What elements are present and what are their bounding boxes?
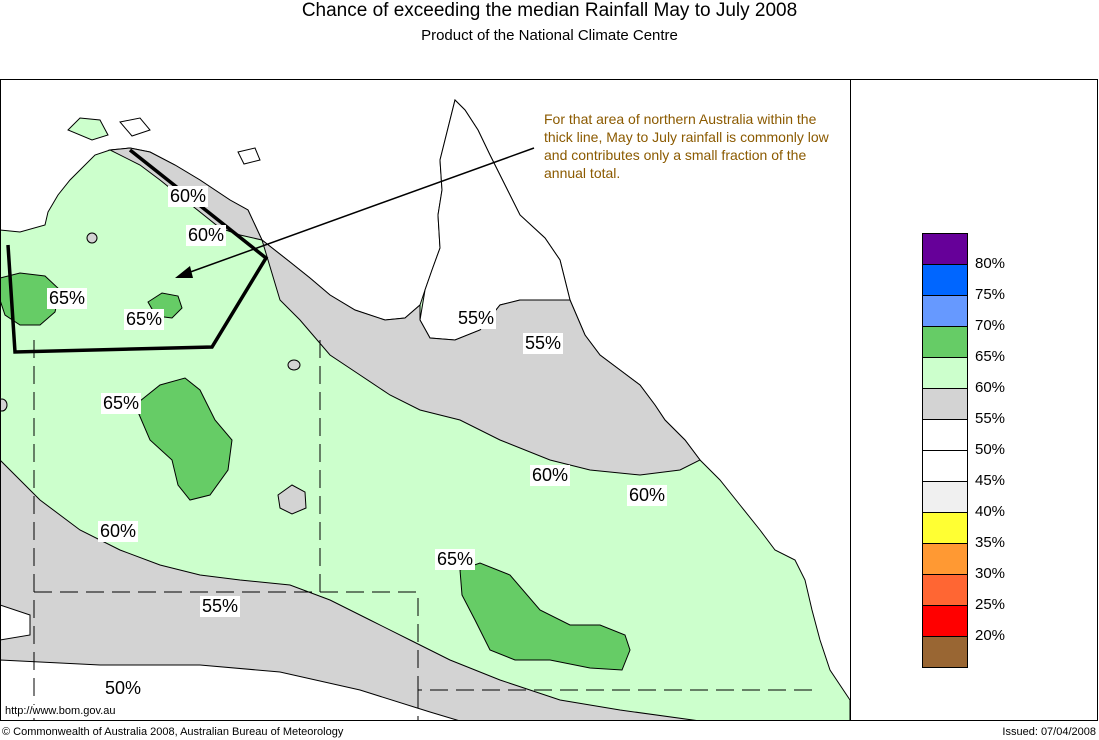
contour-label: 60%	[168, 186, 209, 207]
copyright-text: © Commonwealth of Australia 2008, Austra…	[2, 726, 344, 738]
legend-label: 70%	[975, 317, 1006, 334]
legend-label: 45%	[975, 472, 1006, 489]
source-url[interactable]: http://www.bom.gov.au	[5, 705, 116, 718]
contour-label: 60%	[186, 225, 227, 246]
legend-label: 65%	[975, 348, 1006, 365]
contour-label: 55%	[200, 596, 241, 617]
issued-date: Issued: 07/04/2008	[1002, 726, 1096, 738]
grey-zone-south	[0, 459, 701, 721]
state-borders	[33, 340, 820, 721]
annotation-note: For that area of northern Australia with…	[544, 111, 829, 181]
legend-swatch	[923, 234, 967, 265]
legend-swatch	[923, 451, 967, 482]
legend-label: 75%	[975, 286, 1006, 303]
legend-swatch	[923, 513, 967, 544]
map-title: Chance of exceeding the median Rainfall …	[301, 0, 798, 21]
legend-swatch	[923, 637, 967, 667]
contour-label: 65%	[101, 393, 142, 414]
legend-swatch	[923, 327, 967, 358]
map-subtitle: Product of the National Climate Centre	[421, 27, 678, 44]
legend-divider	[850, 79, 851, 721]
color-legend	[922, 233, 968, 668]
legend-swatch	[923, 358, 967, 389]
contour-label: 65%	[47, 288, 88, 309]
thick-boundary-line	[6, 148, 269, 354]
legend-label: 40%	[975, 503, 1006, 520]
legend-label: 30%	[975, 565, 1006, 582]
legend-swatch	[923, 389, 967, 420]
contour-label: 55%	[456, 308, 497, 329]
legend-label: 60%	[975, 379, 1006, 396]
legend-swatch	[923, 606, 967, 637]
contour-label: 65%	[435, 549, 476, 570]
legend-swatch	[923, 575, 967, 606]
legend-label: 35%	[975, 534, 1006, 551]
arrow-head	[175, 266, 193, 278]
legend-label: 25%	[975, 596, 1006, 613]
contour-label: 60%	[530, 465, 571, 486]
contour-label: 60%	[98, 521, 139, 542]
legend-swatch	[923, 420, 967, 451]
contour-label: 60%	[627, 485, 668, 506]
contour-label: 55%	[523, 333, 564, 354]
annotation-arrow	[181, 147, 535, 276]
legend-label: 55%	[975, 410, 1006, 427]
rainfall-map: 60% 60% 65% 65% 55% 55% 65% 60% 60% 60% …	[0, 79, 850, 721]
legend-swatch	[923, 544, 967, 575]
legend-label: 80%	[975, 255, 1006, 272]
patch-65-central	[134, 377, 233, 501]
grey-zone-coast	[261, 238, 701, 476]
legend-label: 20%	[975, 627, 1006, 644]
contour-label: 50%	[103, 678, 144, 699]
patch-65-west	[0, 272, 61, 326]
contour-label: 65%	[124, 309, 165, 330]
legend-swatch	[923, 482, 967, 513]
legend-swatch	[923, 265, 967, 296]
legend-swatch	[923, 296, 967, 327]
islands	[0, 117, 301, 412]
legend-label: 50%	[975, 441, 1006, 458]
grey-blob	[277, 484, 307, 515]
patch-65-east	[459, 562, 631, 671]
